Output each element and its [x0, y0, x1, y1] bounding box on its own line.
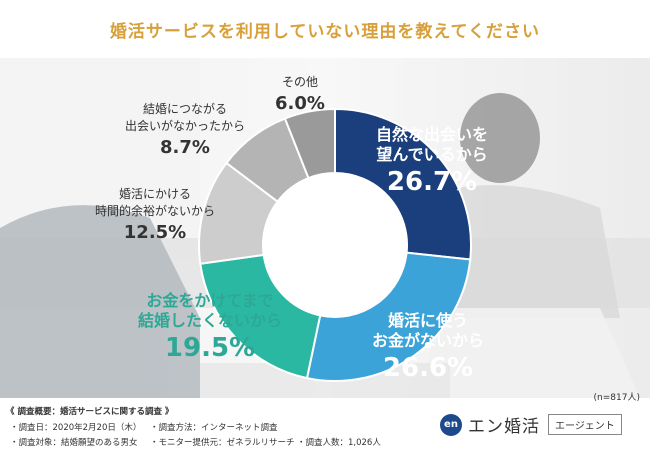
survey-date: ・調査日：2020年2月20日（木）: [10, 423, 142, 433]
survey-provider: ・モニター提供元：ゼネラルリサーチ: [150, 438, 295, 448]
survey-method: ・調査方法：インターネット調査: [150, 423, 278, 433]
pie-slice: [305, 251, 472, 382]
donut-hole: [263, 173, 407, 317]
title-bar: 婚活サービスを利用していない理由を教えてください: [0, 0, 650, 58]
slice-label: お金をかけてまで: [146, 291, 273, 310]
brand-logo: en エン婚活 エージェント: [440, 412, 622, 437]
slice-value-label: 26.6%: [383, 353, 473, 383]
slice-value-label: 26.7%: [387, 167, 477, 197]
slice-label: 望んでいるから: [376, 145, 487, 164]
slice-label: その他: [282, 75, 318, 89]
slice-label: お金がないから: [372, 331, 484, 350]
slice-value-label: 12.5%: [124, 222, 186, 243]
slice-value-label: 19.5%: [165, 333, 255, 363]
chart-title: 婚活サービスを利用していない理由を教えてください: [109, 21, 541, 42]
brand-agent-tag: エージェント: [548, 414, 622, 435]
footer: [0, 398, 650, 450]
sample-size-label: (n=817人): [593, 393, 640, 403]
brand-name: エン婚活: [468, 417, 540, 437]
slice-label: 時間的余裕がないから: [95, 203, 215, 218]
slice-value-label: 8.7%: [160, 137, 210, 158]
slice-value-label: 6.0%: [275, 93, 325, 114]
slice-label: 結婚につながる: [143, 101, 227, 116]
slice-label: 自然な出会いを: [376, 125, 488, 144]
slice-label: 出会いがなかったから: [125, 118, 245, 133]
slice-label: 婚活にかける: [119, 187, 191, 201]
survey-target: ・調査対象：結婚願望のある男女: [10, 438, 138, 448]
survey-summary-heading: 《 調査概要：婚活サービスに関する調査 》: [6, 407, 174, 417]
en-logo-icon: en: [440, 413, 462, 436]
survey-respondents: ・調査人数：1,026人: [297, 438, 381, 448]
pie-slice: [334, 107, 472, 261]
slice-label: 婚活に使う: [388, 311, 468, 330]
slice-label: 結婚したくないから: [138, 311, 282, 330]
